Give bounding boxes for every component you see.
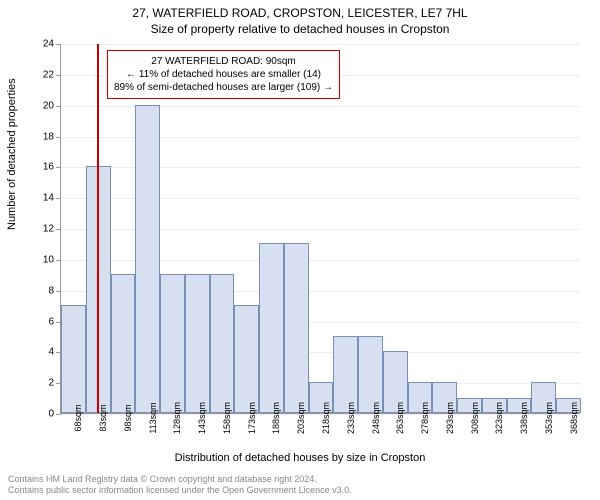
xtick-label: 143sqm [197,402,207,434]
annotation-line: 27 WATERFIELD ROAD: 90sqm [114,55,333,68]
xtick-label: 218sqm [321,402,331,434]
xtick-label: 323sqm [494,402,504,434]
xtick-label: 338sqm [519,402,529,434]
ytick [56,44,61,45]
xtick-label: 203sqm [296,402,306,434]
ytick-label: 6 [24,316,54,327]
x-axis-label: Distribution of detached houses by size … [0,452,600,464]
xtick-label: 368sqm [569,402,579,434]
xtick-label: 263sqm [395,402,405,434]
ytick-label: 14 [24,193,54,204]
chart-subtitle: Size of property relative to detached ho… [0,20,600,36]
chart-plot-area: 02468101214161820222468sqm83sqm98sqm113s… [60,44,580,414]
histogram-bar [210,274,235,413]
ytick [56,229,61,230]
ytick-label: 12 [24,224,54,235]
xtick-label: 98sqm [123,404,133,431]
ytick [56,198,61,199]
histogram-bar [259,243,284,413]
ytick-label: 16 [24,162,54,173]
attribution-footer: Contains HM Land Registry data © Crown c… [8,474,352,496]
xtick-label: 188sqm [271,402,281,434]
ytick-label: 8 [24,285,54,296]
ytick [56,260,61,261]
gridline [61,44,580,45]
xtick-label: 83sqm [98,404,108,431]
ytick [56,137,61,138]
ytick [56,106,61,107]
footer-line-1: Contains HM Land Registry data © Crown c… [8,474,352,485]
annotation-line: 89% of semi-detached houses are larger (… [114,81,333,94]
footer-line-2: Contains public sector information licen… [8,485,352,496]
histogram-bar [185,274,210,413]
chart-title-address: 27, WATERFIELD ROAD, CROPSTON, LEICESTER… [0,0,600,20]
ytick-label: 4 [24,347,54,358]
ytick [56,291,61,292]
xtick-label: 68sqm [73,404,83,431]
histogram-bar [111,274,136,413]
ytick-label: 18 [24,131,54,142]
histogram-bar [135,105,160,413]
xtick-label: 293sqm [445,402,455,434]
ytick-label: 0 [24,409,54,420]
ytick-label: 20 [24,100,54,111]
ytick [56,167,61,168]
histogram-bar [234,305,259,413]
annotation-box: 27 WATERFIELD ROAD: 90sqm← 11% of detach… [107,50,340,99]
xtick-label: 158sqm [222,402,232,434]
xtick-label: 278sqm [420,402,430,434]
xtick-label: 128sqm [172,402,182,434]
histogram-bar [284,243,309,413]
xtick-label: 233sqm [346,402,356,434]
histogram-bar [160,274,185,413]
ytick-label: 24 [24,39,54,50]
ytick [56,414,61,415]
ytick [56,75,61,76]
xtick-label: 113sqm [148,402,158,433]
property-marker-line [97,44,99,413]
ytick-label: 2 [24,378,54,389]
xtick-label: 248sqm [371,402,381,434]
ytick-label: 10 [24,254,54,265]
y-axis-label: Number of detached properties [6,78,18,230]
xtick-label: 308sqm [470,402,480,434]
xtick-label: 173sqm [247,402,257,434]
xtick-label: 353sqm [544,402,554,434]
annotation-line: ← 11% of detached houses are smaller (14… [114,68,333,81]
histogram-bar [61,305,86,413]
ytick-label: 22 [24,69,54,80]
